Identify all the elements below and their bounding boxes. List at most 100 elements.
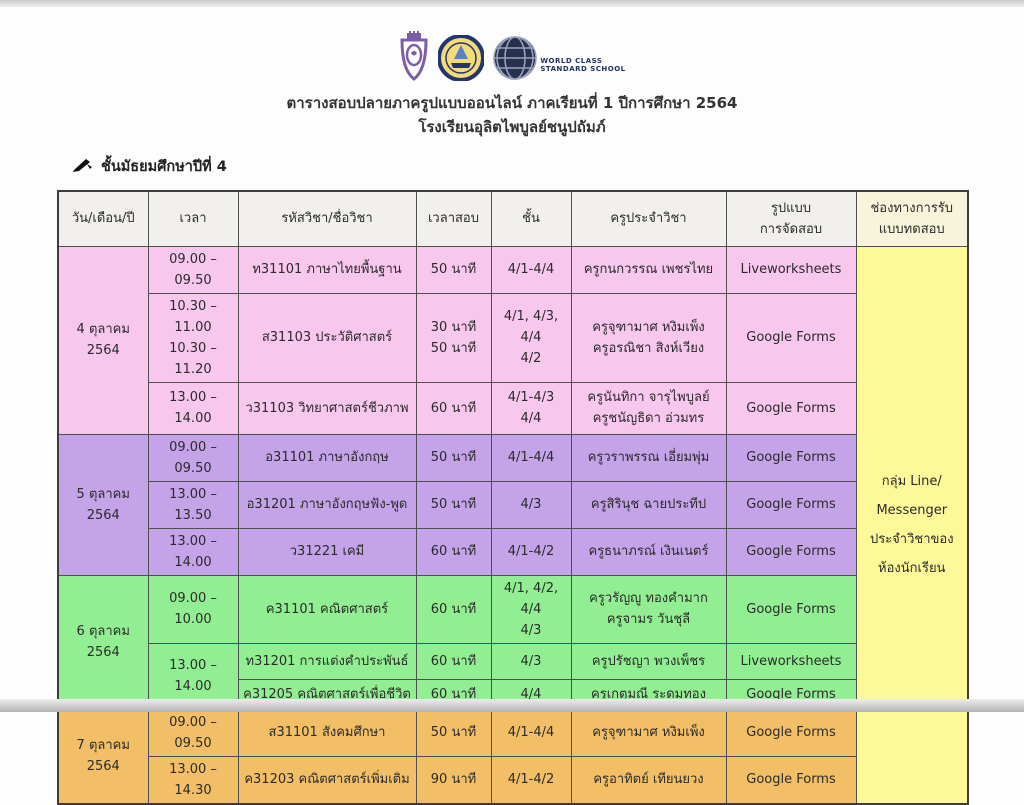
exam-schedule-document: WORLD CLASS STANDARD SCHOOL ตารางสอบปลาย…	[0, 7, 1024, 805]
teacher-cell: ครูจุฑามาศ หงิมเพ็ง ครูอรณิชา สิงห์เวียง	[570, 292, 727, 383]
format-cell: Google Forms	[725, 708, 857, 757]
time-cell: 13.00 – 14.00	[147, 527, 239, 576]
teacher-cell: ครูธนาภรณ์ เงินเนตร์	[570, 527, 727, 576]
school-crest-icon	[398, 31, 430, 81]
teacher-cell: ครูวราพรรณ เอี่ยมพุ่ม	[570, 433, 727, 482]
time-cell: 13.00 – 14.00	[147, 381, 239, 435]
subject-cell: ท31201 การแต่งคำประพันธ์	[237, 642, 417, 680]
class-cell: 4/1-4/2	[490, 755, 572, 804]
class-cell: 4/1-4/4	[490, 245, 572, 294]
time-cell: 09.00 – 09.50	[147, 245, 239, 294]
round-emblem-icon	[438, 35, 485, 81]
format-cell: Liveworksheets	[725, 245, 857, 294]
col-header-duration: เวลาสอบ	[415, 190, 492, 247]
photo-edge-bottom	[0, 699, 1024, 712]
duration-cell: 60 นาที	[415, 527, 492, 576]
format-cell: Liveworksheets	[725, 642, 857, 680]
format-cell: Google Forms	[725, 755, 857, 804]
format-cell: Google Forms	[725, 480, 857, 529]
grade-row: ชั้นมัธยมศึกษาปีที่ 4	[73, 155, 1024, 178]
duration-cell: 50 นาที	[415, 480, 492, 529]
time-cell: 09.00 – 09.50	[147, 433, 239, 482]
exam-schedule-table: วัน/เดือน/ปี เวลา รหัสวิชา/ชื่อวิชา เวลา…	[57, 190, 969, 805]
table-row: 13.00 – 14.00 ท31201 การแต่งคำประพันธ์ 6…	[58, 642, 968, 710]
time-cell: 09.00 – 09.50	[147, 708, 239, 757]
table-row: 10.30 – 11.00 10.30 – 11.20 ส31103 ประวั…	[58, 292, 968, 383]
subject-cell: ว31103 วิทยาศาสตร์ชีวภาพ	[237, 381, 417, 435]
subject-cell: ค31203 คณิตศาสตร์เพิ่มเติม	[237, 755, 417, 804]
col-header-time: เวลา	[147, 190, 239, 247]
duration-cell: 60 นาที	[415, 381, 492, 435]
duration-cell: 50 นาที	[415, 708, 492, 757]
subject-cell: ส31103 ประวัติศาสตร์	[237, 292, 417, 383]
logo-row: WORLD CLASS STANDARD SCHOOL	[0, 29, 1024, 81]
time-cell: 10.30 – 11.00 10.30 – 11.20	[147, 292, 239, 383]
date-cell: 6 ตุลาคม 2564	[57, 574, 149, 710]
class-cell: 4/3	[490, 480, 572, 529]
pen-icon	[73, 158, 93, 176]
class-cell: 4/3	[490, 642, 572, 680]
table-header-row: วัน/เดือน/ปี เวลา รหัสวิชา/ชื่อวิชา เวลา…	[57, 190, 969, 247]
teacher-cell: ครูปรัชญา พวงเพ็ชร	[570, 642, 727, 680]
globe-icon	[492, 35, 538, 81]
teacher-cell: ครูกนกวรรณ เพชรไทย	[570, 245, 727, 294]
col-header-date: วัน/เดือน/ปี	[57, 190, 149, 247]
duration-cell: 60 นาที	[415, 642, 492, 680]
school-name: โรงเรียนอุลิตไพบูลย์ชนูปถัมภ์	[418, 118, 606, 136]
time-cell: 13.00 – 13.50	[147, 480, 239, 529]
subject-cell: ว31221 เคมี	[237, 527, 417, 576]
date-cell: 4 ตุลาคม 2564	[57, 245, 149, 435]
class-cell: 4/1-4/2	[490, 527, 572, 576]
world-class-label: WORLD CLASS STANDARD SCHOOL	[540, 57, 625, 73]
world-class-label-line2: STANDARD SCHOOL	[540, 65, 626, 73]
col-header-subject: รหัสวิชา/ชื่อวิชา	[237, 190, 417, 247]
time-cell: 13.00 – 14.00	[147, 642, 239, 710]
time-cell: 13.00 – 14.30	[147, 755, 239, 804]
col-header-classes: ชั้น	[490, 190, 572, 247]
table-row: 13.00 – 14.30 ค31203 คณิตศาสตร์เพิ่มเติม…	[58, 755, 968, 804]
table-row: 13.00 – 14.00 ว31221 เคมี 60 นาที 4/1-4/…	[58, 527, 968, 576]
class-cell: 4/1-4/3 4/4	[490, 381, 572, 435]
exam-title: ตารางสอบปลายภาครูปแบบออนไลน์ ภาคเรียนที่…	[286, 94, 738, 112]
format-cell: Google Forms	[725, 433, 857, 482]
teacher-cell: ครูสิรินุช ฉายประทีป	[570, 480, 727, 529]
table-row: 5 ตุลาคม 2564 09.00 – 09.50 อ31101 ภาษาอ…	[57, 433, 968, 576]
table-row: 7 ตุลาคม 2564 09.00 – 09.50 ส31101 สังคม…	[57, 708, 968, 804]
duration-cell: 60 นาที	[415, 574, 492, 644]
teacher-cell: ครูนันทิกา จารุไพบูลย์ ครูชนัญธิดา อ่วมท…	[570, 381, 727, 435]
subject-cell: ท31101 ภาษาไทยพื้นฐาน	[237, 245, 417, 294]
format-cell: Google Forms	[725, 574, 857, 644]
format-cell: Google Forms	[725, 292, 857, 383]
time-cell: 09.00 – 10.00	[147, 574, 239, 644]
duration-cell: 30 นาที 50 นาที	[415, 292, 492, 383]
col-header-channel: ช่องทางการรับ แบบทดสอบ	[855, 190, 969, 247]
teacher-cell: ครูวรัญญู ทองคำมาก ครูจามร วันชุลี	[570, 574, 727, 644]
world-class-label-line1: WORLD CLASS	[540, 57, 603, 65]
table-row: 4 ตุลาคม 2564 09.00 – 09.50 ท31101 ภาษาไ…	[57, 245, 969, 804]
duration-cell: 50 นาที	[415, 245, 492, 294]
photo-edge-top	[0, 0, 1024, 7]
date-cell: 7 ตุลาคม 2564	[57, 708, 149, 804]
format-cell: Google Forms	[725, 527, 857, 576]
format-cell: Google Forms	[725, 381, 857, 435]
table-row: ค31205 คณิตศาสตร์เพื่อชีวิต 60 นาที 4/4 …	[58, 678, 968, 710]
class-cell: 4/1, 4/2, 4/4 4/3	[490, 574, 572, 644]
date-cell: 5 ตุลาคม 2564	[57, 433, 149, 576]
table-row: 13.00 – 14.00 ว31103 วิทยาศาสตร์ชีวภาพ 6…	[58, 381, 968, 435]
duration-cell: 50 นาที	[415, 433, 492, 482]
class-cell: 4/1-4/4	[490, 708, 572, 757]
channel-cell: กลุ่ม Line/ Messenger ประจำวิชาของ ห้องน…	[855, 245, 969, 804]
grade-label: ชั้นมัธยมศึกษาปีที่ 4	[101, 159, 227, 175]
duration-cell: 90 นาที	[415, 755, 492, 804]
col-header-teacher: ครูประจำวิชา	[570, 190, 727, 247]
subject-cell: ค31101 คณิตศาสตร์	[237, 574, 417, 644]
teacher-cell: ครูอาทิตย์ เทียนยวง	[570, 755, 727, 804]
class-cell: 4/1, 4/3, 4/4 4/2	[490, 292, 572, 383]
subject-cell: อ31201 ภาษาอังกฤษฟัง-พูด	[237, 480, 417, 529]
world-class-logo: WORLD CLASS STANDARD SCHOOL	[492, 35, 625, 81]
subject-cell: อ31101 ภาษาอังกฤษ	[237, 433, 417, 482]
table-row: 13.00 – 13.50 อ31201 ภาษาอังกฤษฟัง-พูด 5…	[58, 480, 968, 529]
subject-cell: ส31101 สังคมศึกษา	[237, 708, 417, 757]
class-cell: 4/1-4/4	[490, 433, 572, 482]
table-row: 6 ตุลาคม 2564 09.00 – 10.00 ค31101 คณิตศ…	[57, 574, 968, 710]
